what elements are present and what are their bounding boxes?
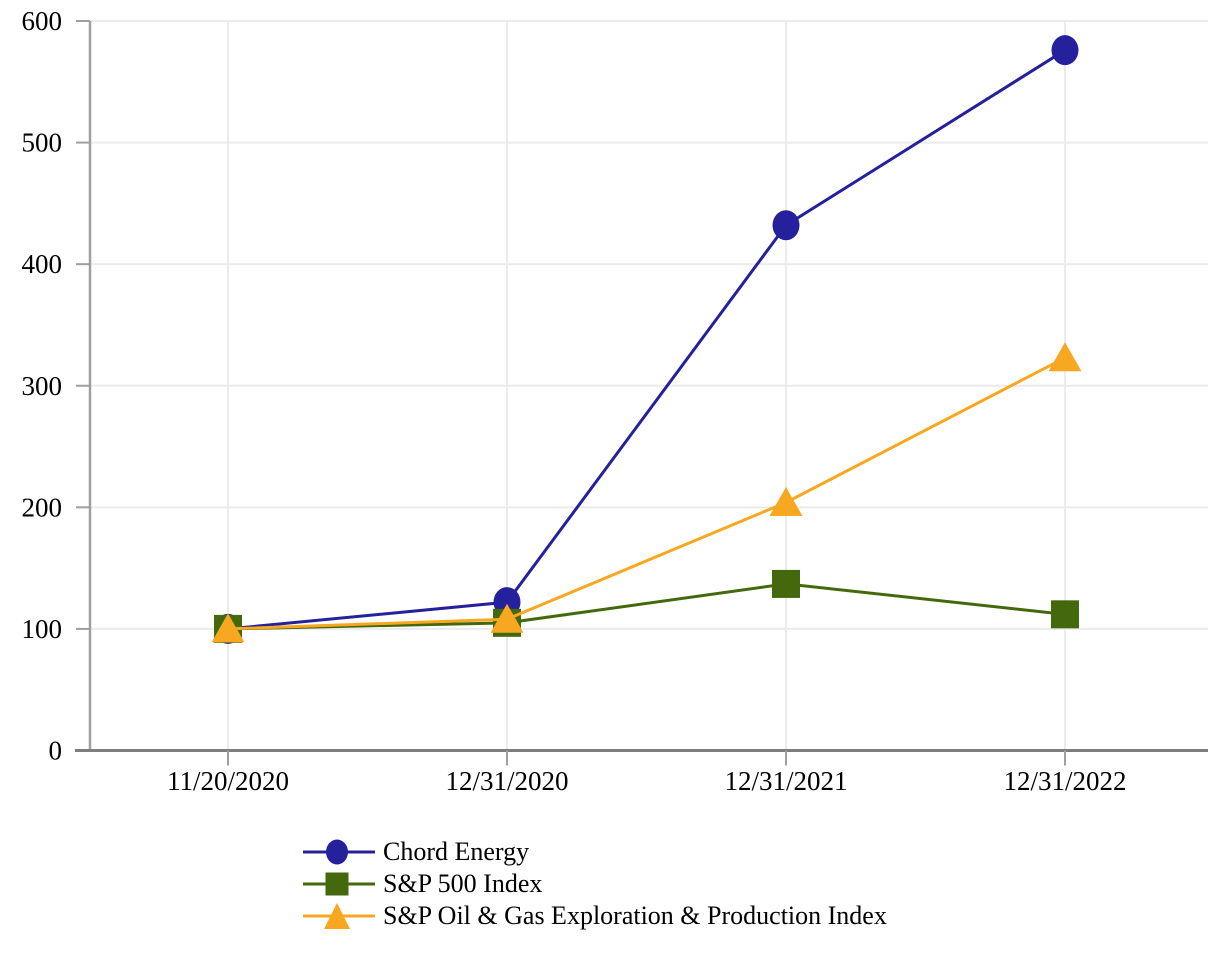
legend-item-s-p-oil-gas-exploration-production-index: S&P Oil & Gas Exploration & Production I… [303, 900, 887, 932]
triangle-marker [211, 613, 245, 643]
series-line [227, 582, 1066, 631]
legend-label: S&P 500 Index [383, 869, 543, 898]
x-tick-label: 11/20/2020 [167, 766, 289, 796]
square-marker [772, 569, 800, 598]
y-tick-label: 100 [22, 614, 63, 644]
series-line [227, 356, 1066, 631]
y-tick-label: 200 [22, 492, 63, 522]
x-tick-label: 12/31/2022 [1003, 766, 1126, 796]
series-line [227, 48, 1066, 631]
triangle-marker [324, 903, 350, 929]
triangle-marker [490, 603, 524, 633]
x-tick-label: 12/31/2020 [445, 766, 568, 796]
series-s-p-500-index [214, 569, 1079, 643]
y-tick-label: 600 [22, 6, 63, 36]
triangle-marker [1048, 342, 1082, 372]
circle-marker [326, 839, 348, 865]
series-chord-energy [214, 35, 1079, 644]
square-legend-marker-icon [303, 872, 375, 896]
square-marker [325, 872, 349, 896]
legend-label: S&P Oil & Gas Exploration & Production I… [383, 901, 887, 930]
legend: Chord Energy S&P 500 Index S&P Oil & Gas E… [303, 836, 887, 932]
legend-label: Chord Energy [383, 837, 530, 866]
y-tick-label: 400 [22, 249, 63, 279]
circle-legend-marker-icon [303, 839, 375, 865]
y-tick-label: 0 [49, 736, 63, 766]
y-tick-label: 500 [22, 128, 63, 158]
series-s-p-oil-gas-exploration-production-index [211, 342, 1082, 643]
legend-item-chord-energy: Chord Energy [303, 836, 887, 868]
x-tick-label: 12/31/2021 [724, 766, 847, 796]
square-marker [1051, 600, 1079, 629]
circle-marker [1051, 35, 1079, 66]
triangle-legend-marker-icon [303, 903, 375, 929]
triangle-marker [769, 486, 803, 516]
circle-marker [772, 210, 800, 241]
legend-item-s-p-500-index: S&P 500 Index [303, 868, 887, 900]
y-tick-label: 300 [22, 371, 63, 401]
